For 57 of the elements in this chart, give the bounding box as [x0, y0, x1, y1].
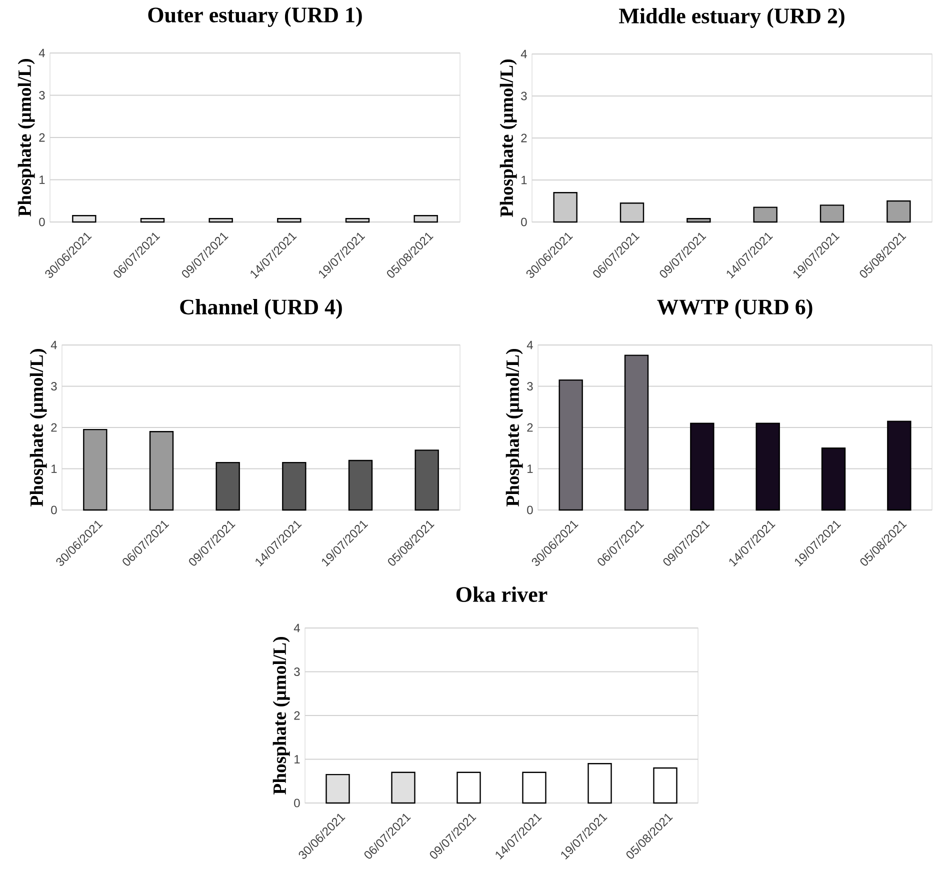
y-axis-title: Phosphate (µmol/L): [30, 349, 47, 506]
bar: [690, 422, 714, 511]
bar: [348, 460, 373, 511]
y-tick-label: 3: [39, 90, 45, 100]
y-tick-label: 1: [528, 464, 533, 473]
y-tick-label: 0: [521, 218, 527, 226]
bar: [326, 774, 350, 804]
bar: [83, 428, 108, 511]
bar: [391, 772, 416, 804]
chart-title: Oka river: [456, 586, 548, 602]
bar: [820, 204, 844, 223]
y-tick-label: 2: [39, 133, 45, 142]
bar: [756, 422, 780, 511]
bar: [686, 218, 711, 223]
bar: [588, 763, 612, 804]
y-tick-label: 2: [521, 134, 527, 142]
bar: [887, 420, 912, 511]
bar: [522, 772, 546, 804]
bar: [821, 448, 846, 511]
chart-title: Outer estuary (URD 1): [148, 6, 362, 27]
bar: [558, 379, 583, 511]
chart-title: Middle estuary (URD 2): [619, 8, 844, 28]
y-tick-label: 0: [39, 218, 45, 226]
y-tick-label: 3: [51, 382, 57, 391]
y-tick-label: 2: [527, 423, 533, 432]
y-tick-label: 0: [294, 798, 300, 808]
y-axis-title: Phosphate (µmol/L): [500, 60, 517, 217]
bar: [456, 772, 481, 804]
y-tick-label: 2: [294, 711, 300, 720]
y-axis-title: Phosphate (µmol/L): [18, 59, 35, 216]
y-tick-label: 3: [527, 382, 533, 391]
y-axis-title: Phosphate (µmol/L): [272, 637, 290, 794]
bar: [886, 200, 911, 223]
y-tick-label: 1: [40, 176, 45, 184]
y-tick-label: 4: [294, 624, 300, 632]
bar: [149, 431, 174, 511]
chart-title: WWTP (URD 6): [657, 299, 812, 319]
bar: [414, 450, 439, 511]
y-tick-label: 4: [50, 340, 57, 350]
y-tick-label: 1: [52, 464, 57, 473]
y-tick-label: 3: [521, 92, 527, 100]
y-tick-label: 3: [294, 667, 300, 676]
y-tick-label: 4: [520, 50, 527, 58]
bar: [282, 462, 306, 511]
y-tick-label: 0: [51, 506, 57, 514]
y-tick-label: 2: [51, 423, 57, 432]
y-tick-label: 1: [522, 176, 527, 184]
y-tick-label: 4: [38, 48, 45, 58]
y-tick-label: 0: [527, 506, 533, 514]
y-tick-label: 1: [294, 755, 300, 764]
bar: [624, 354, 649, 511]
bar: [753, 206, 778, 223]
bar: [653, 767, 678, 804]
bar: [216, 462, 240, 511]
y-axis-title: Phosphate (µmol/L): [506, 349, 523, 506]
y-tick-label: 4: [526, 340, 533, 350]
chart-title: Channel (URD 4): [180, 299, 342, 319]
